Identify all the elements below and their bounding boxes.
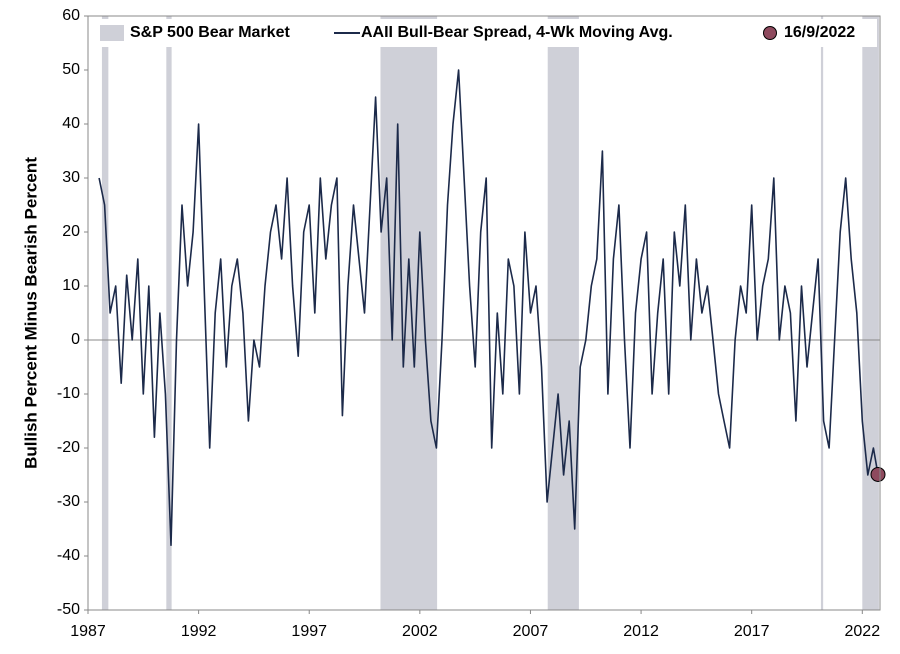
bear-market-band — [166, 16, 172, 610]
y-tick-label: 50 — [62, 61, 80, 78]
bear-market-band — [820, 16, 824, 610]
legend-swatch — [763, 26, 777, 40]
y-tick-label: 0 — [71, 331, 80, 348]
y-tick-label: -50 — [57, 601, 80, 618]
x-tick-label: 2002 — [402, 623, 438, 640]
legend-label: S&P 500 Bear Market — [130, 24, 290, 41]
x-tick-label: 2022 — [845, 623, 881, 640]
legend-swatch — [100, 25, 124, 41]
x-tick-label: 1992 — [181, 623, 217, 640]
bear-market-band — [862, 16, 879, 610]
plot-frame — [87, 15, 881, 611]
x-tick-label: 2017 — [734, 623, 770, 640]
y-axis-label: Bullish Percent Minus Bearish Percent — [21, 157, 40, 469]
legend-background — [91, 19, 877, 47]
x-tick-label: 2007 — [513, 623, 549, 640]
y-tick-label: -30 — [57, 493, 80, 510]
y-tick-label: 60 — [62, 7, 80, 24]
x-tick-label: 1997 — [291, 623, 327, 640]
legend-label: 16/9/2022 — [784, 24, 855, 41]
legend-label: AAII Bull-Bear Spread, 4-Wk Moving Avg. — [361, 24, 673, 41]
y-tick-label: -10 — [57, 385, 80, 402]
highlight-point — [870, 466, 886, 482]
bear-market-band — [101, 16, 109, 610]
series-line — [98, 69, 879, 546]
y-tick-label: 10 — [62, 277, 80, 294]
bear-market-band — [380, 16, 438, 610]
y-tick-label: -20 — [57, 439, 80, 456]
y-tick-label: 40 — [62, 115, 80, 132]
legend: S&P 500 Bear Market AAII Bull-Bear Spread… — [91, 19, 877, 47]
x-tick-label: 1987 — [70, 623, 106, 640]
y-tick-label: 30 — [62, 169, 80, 186]
y-tick-label: -40 — [57, 547, 80, 564]
x-tick-label: 2012 — [623, 623, 659, 640]
y-tick-label: 20 — [62, 223, 80, 240]
